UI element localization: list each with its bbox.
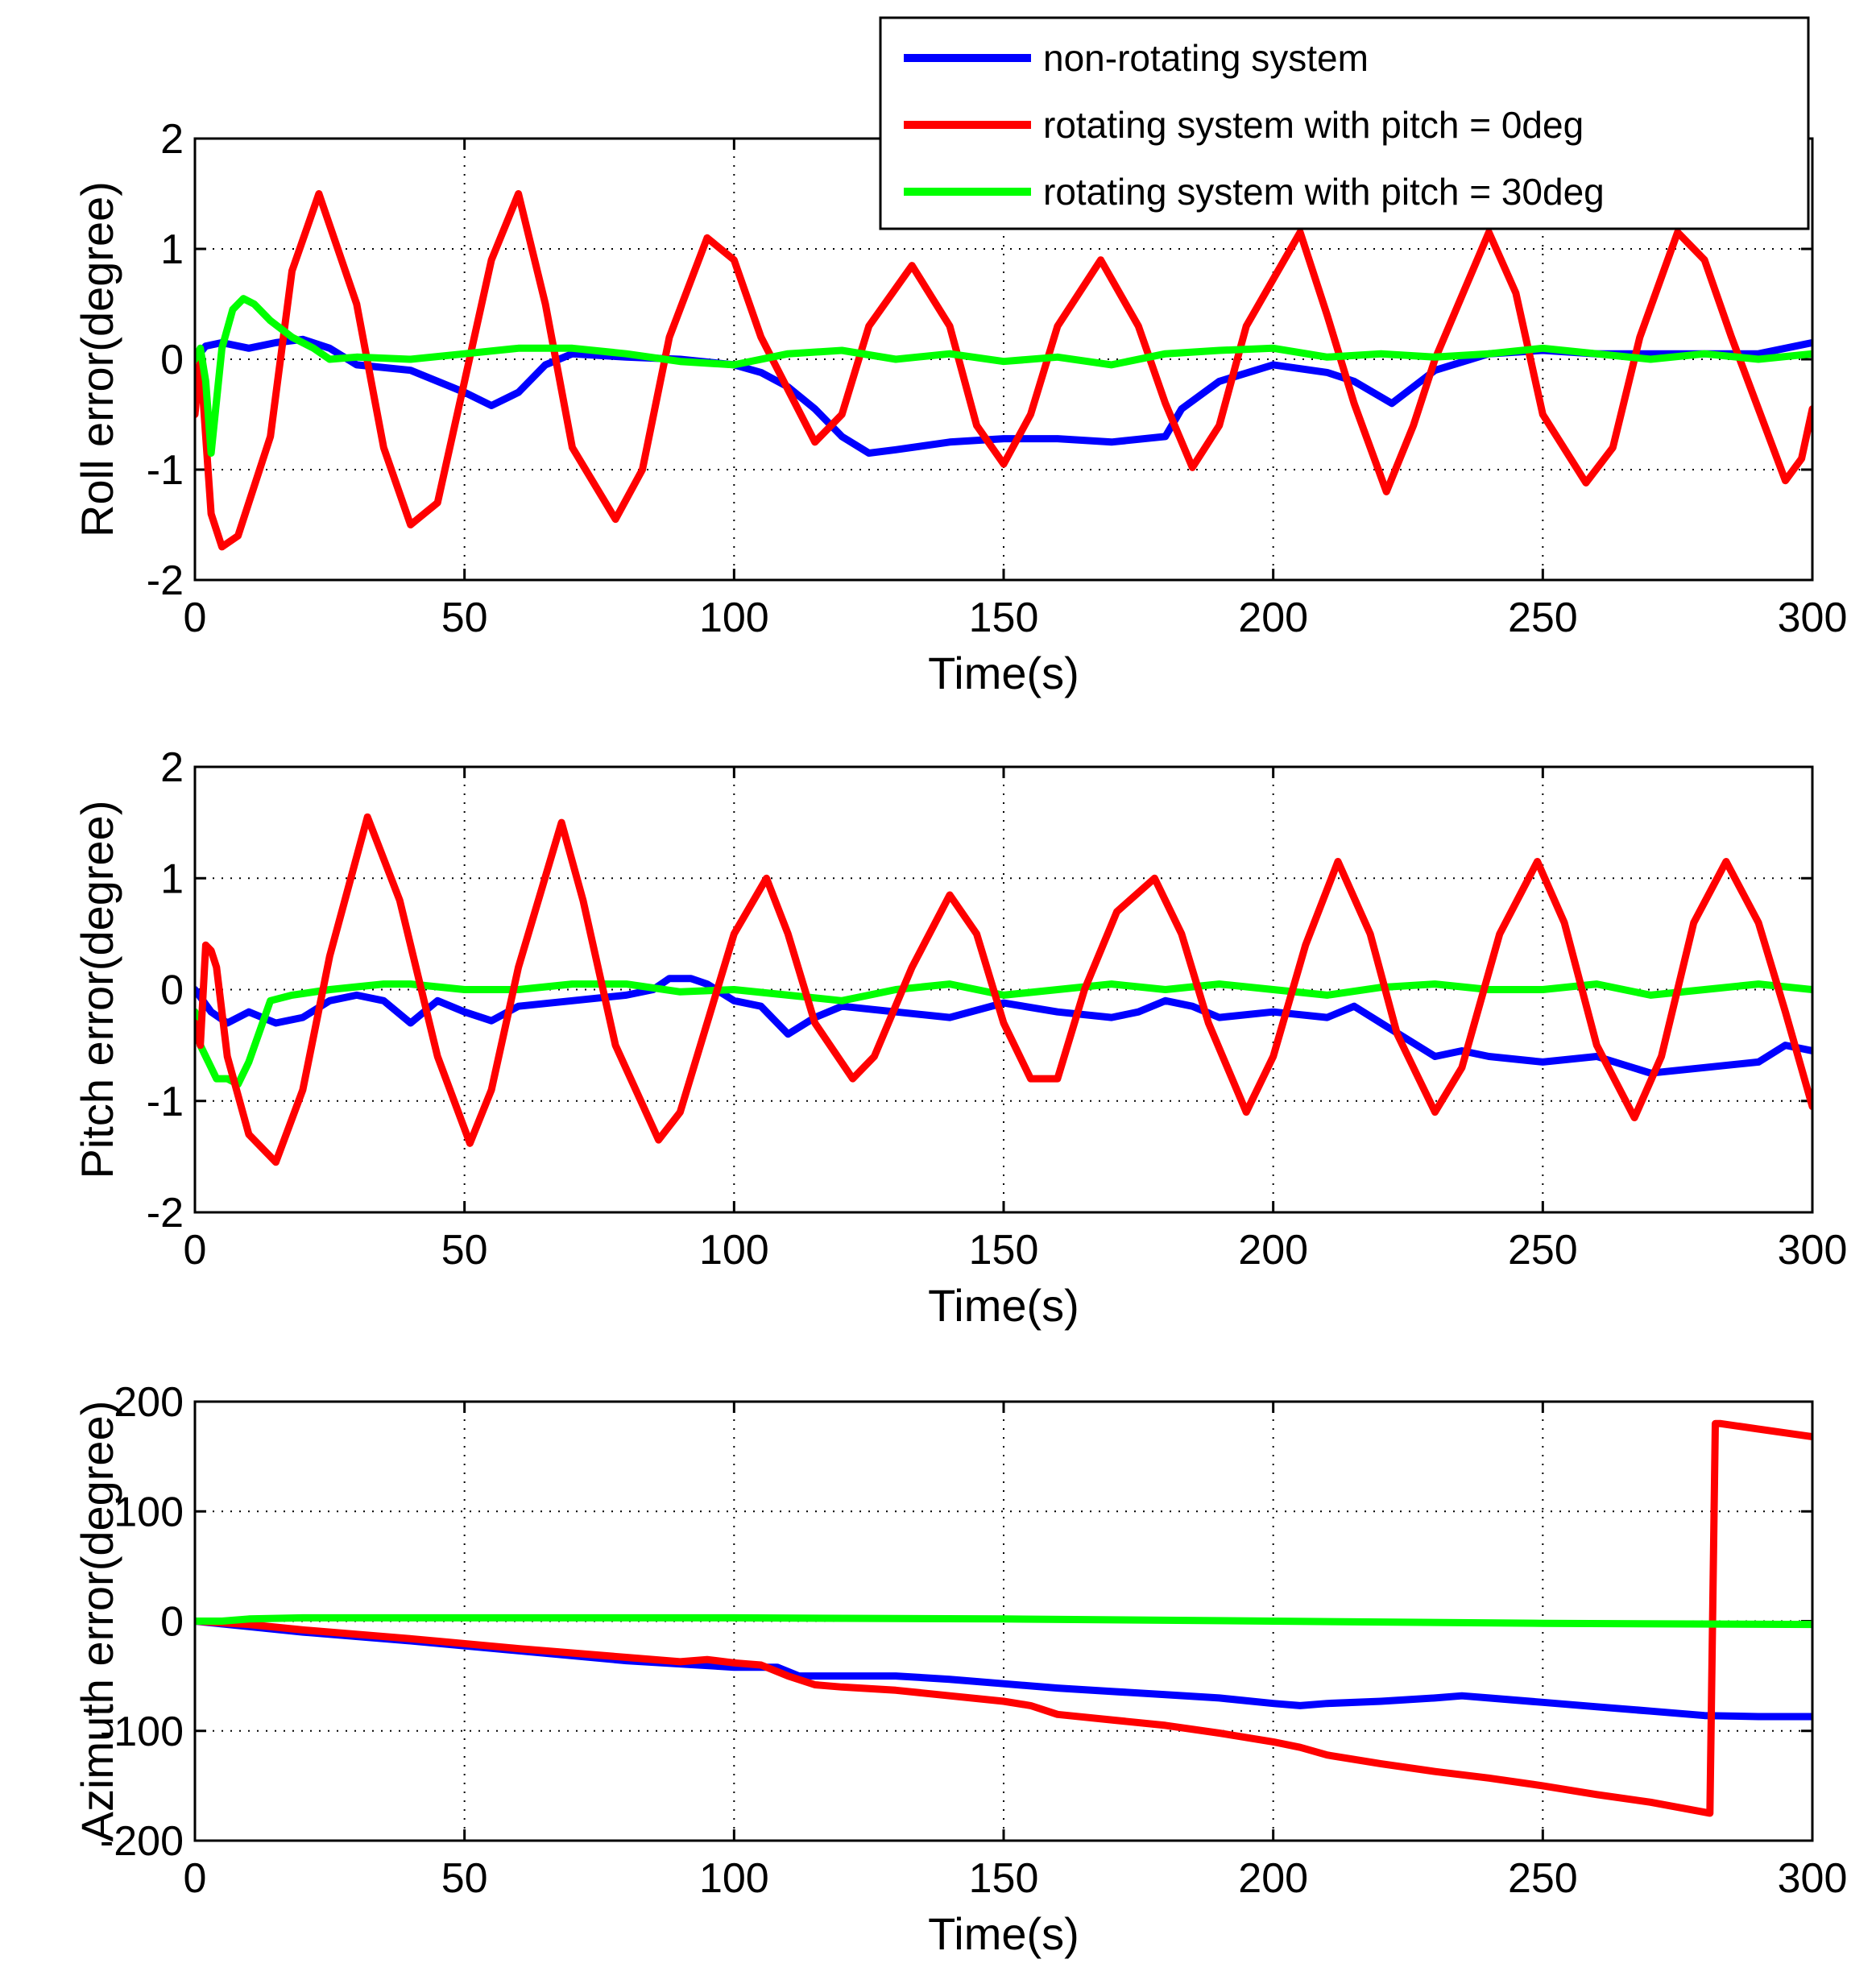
x-tick-label: 200: [1238, 1855, 1308, 1902]
x-tick-label: 250: [1508, 1855, 1578, 1902]
y-tick-label: -1: [147, 1079, 184, 1125]
x-tick-label: 150: [969, 594, 1039, 641]
y-tick-label: 1: [160, 855, 184, 902]
x-axis-label: Time(s): [928, 1908, 1079, 1959]
y-axis-label: Pitch error(degree): [72, 801, 122, 1179]
x-tick-label: 100: [699, 1227, 769, 1274]
pitch-series-line-ff0000: [195, 813, 1812, 1166]
roll-error-panel: 0 50 100 150 200 250 300 -2 -1 0 1 2 Time(s) Roll err…: [72, 116, 1847, 698]
roll-series-line-0000ff: [195, 335, 1812, 457]
roll-series-line-ff0000: [195, 190, 1812, 551]
roll-series-line-00ff00: [195, 295, 1812, 457]
pitch-series-line-0000ff: [195, 975, 1812, 1077]
x-tick-label: 300: [1778, 1227, 1848, 1274]
y-tick-label: 2: [160, 116, 184, 163]
x-tick-label: 0: [184, 1227, 207, 1274]
x-tick-label: 50: [441, 1855, 488, 1902]
x-tick-label: 200: [1238, 1227, 1308, 1274]
plot-frame: [193, 765, 1814, 1214]
x-tick-label: 250: [1508, 594, 1578, 641]
x-tick-label: 200: [1238, 594, 1308, 641]
legend-label-1: rotating system with pitch = 0deg: [1043, 104, 1584, 146]
legend-box: [879, 16, 1810, 230]
pitch-error-panel: 0 50 100 150 200 250 300 -2 -1 0 1 2 Time(s) Pitch er…: [72, 744, 1847, 1331]
x-tick-label: 300: [1778, 594, 1848, 641]
x-tick-label: 150: [969, 1227, 1039, 1274]
x-tick-label: 50: [441, 594, 488, 641]
y-tick-label: 100: [114, 1489, 184, 1535]
x-tick-label: 300: [1778, 1855, 1848, 1902]
legend-label-0: non-rotating system: [1043, 37, 1369, 79]
y-tick-label: 0: [160, 967, 184, 1014]
y-tick-label: 1: [160, 226, 184, 273]
y-tick-label: -2: [147, 1190, 184, 1236]
x-tick-label: 100: [699, 1855, 769, 1902]
azimuth-series-line-00ff00: [195, 1613, 1812, 1629]
x-tick-label: 100: [699, 594, 769, 641]
x-axis-label: Time(s): [928, 648, 1079, 698]
legend-label-2: rotating system with pitch = 30deg: [1043, 171, 1605, 213]
x-tick-label: 0: [184, 594, 207, 641]
y-tick-label: 2: [160, 744, 184, 791]
azimuth-error-panel: 0 50 100 150 200 250 300 -200 -100 0 100 200 Time(s)…: [72, 1379, 1847, 1959]
x-tick-label: 50: [441, 1227, 488, 1274]
y-tick-label: -200: [100, 1818, 184, 1865]
y-tick-label: -2: [147, 557, 184, 604]
x-tick-label: 150: [969, 1855, 1039, 1902]
y-tick-label: -1: [147, 447, 184, 494]
pitch-series-line-00ff00: [195, 980, 1812, 1088]
x-axis-label: Time(s): [928, 1280, 1079, 1331]
azimuth-series-line-ff0000: [195, 1419, 1812, 1817]
plot-frame: [193, 1400, 1814, 1842]
x-tick-label: 250: [1508, 1227, 1578, 1274]
y-tick-label: -100: [100, 1709, 184, 1755]
y-axis-label: Azimuth error(degree): [72, 1401, 122, 1842]
y-tick-label: 0: [160, 337, 184, 383]
legend: non-rotating system rotating system with…: [879, 16, 1810, 230]
y-axis-label: Roll error(degree): [72, 181, 122, 537]
x-tick-label: 0: [184, 1855, 207, 1902]
y-tick-label: 200: [114, 1379, 184, 1426]
y-tick-label: 0: [160, 1599, 184, 1646]
